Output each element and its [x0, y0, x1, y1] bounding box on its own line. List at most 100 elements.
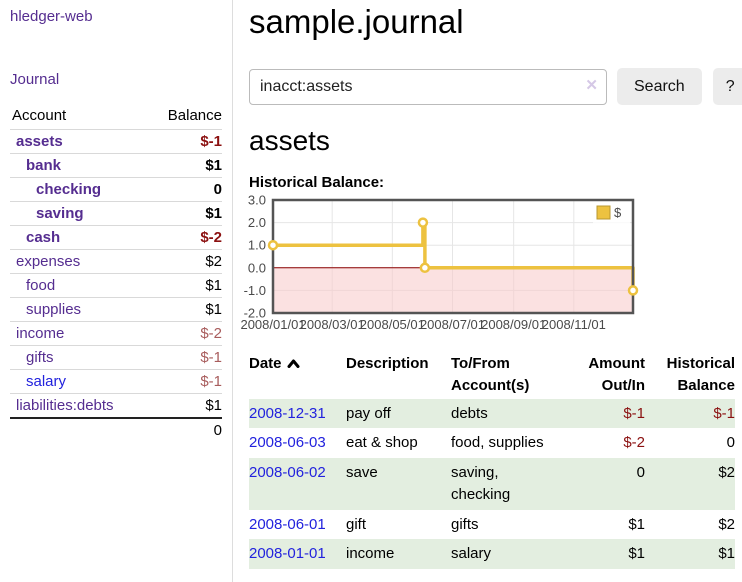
page-title: sample.journal: [249, 3, 464, 40]
transaction-accounts: saving, checking: [451, 464, 511, 503]
transaction-balance: $2: [718, 464, 735, 481]
account-name-cell: checking: [10, 177, 148, 202]
main-content: sample.journal ✕ Search ? assets Histori…: [233, 0, 742, 582]
transaction-row: 2008-06-03 eat & shop food, supplies $-2 0: [249, 428, 735, 458]
sidebar-account-link-expenses[interactable]: expenses: [16, 253, 81, 270]
sort-ascending-icon: [287, 359, 300, 368]
transaction-date-cell: 2008-06-03: [249, 428, 346, 458]
register-table: Date Description To/From Account(s) Amou…: [249, 351, 735, 569]
account-balance: $2: [147, 249, 222, 274]
svg-text:2008/07/01: 2008/07/01: [420, 317, 485, 332]
register-header-balance: Historical Balance: [666, 355, 735, 394]
sidebar-account-link-gifts[interactable]: gifts: [26, 349, 54, 366]
sidebar-account-link-salary[interactable]: salary: [26, 373, 67, 390]
account-row: bank $1: [10, 153, 222, 178]
transaction-balance: 0: [726, 434, 735, 452]
transaction-accounts: food, supplies: [451, 434, 544, 452]
account-row: checking 0: [10, 177, 222, 202]
transaction-description: income: [346, 545, 395, 563]
account-row: supplies $1: [10, 297, 222, 322]
transaction-description: pay off: [346, 404, 391, 422]
account-row: expenses $2: [10, 249, 222, 274]
sidebar-account-link-income[interactable]: income: [16, 325, 65, 342]
account-row: assets $-1: [10, 129, 222, 154]
transaction-amount: $-2: [623, 434, 645, 452]
svg-text:3.0: 3.0: [248, 193, 266, 208]
transaction-date-link[interactable]: 2008-01-01: [249, 545, 326, 563]
search-button[interactable]: Search: [617, 68, 702, 105]
search-form: ✕ Search ?: [249, 68, 742, 105]
account-name-cell: bank: [10, 153, 148, 178]
account-name-cell: gifts: [10, 345, 148, 370]
account-name-cell: food: [10, 273, 148, 298]
transaction-row: 2008-06-02 save saving, checking 0 $2: [249, 458, 735, 510]
transaction-date-cell: 2008-01-01: [249, 539, 346, 569]
sidebar-account-link-cash[interactable]: cash: [26, 229, 61, 246]
accounts-total-balance: 0: [147, 417, 222, 442]
account-name-cell: cash: [10, 225, 148, 250]
accounts-header-balance: Balance: [167, 107, 222, 124]
sidebar-item-journal[interactable]: Journal: [10, 71, 60, 88]
transaction-amount: $-1: [623, 404, 645, 422]
svg-text:-1.0: -1.0: [244, 283, 266, 298]
account-balance: $-1: [147, 369, 222, 394]
register-header-accounts: To/From Account(s): [451, 355, 530, 394]
accounts-total-row: 0: [10, 417, 222, 442]
sidebar-account-link-saving[interactable]: saving: [36, 205, 84, 222]
sidebar: hledger-web Journal Account Balance asse…: [0, 0, 233, 582]
sidebar-account-link-bank[interactable]: bank: [26, 157, 62, 174]
sidebar-account-link-checking[interactable]: checking: [36, 181, 102, 198]
account-balance: $-1: [147, 345, 222, 370]
transaction-accounts: gifts: [451, 515, 479, 533]
transaction-date-cell: 2008-12-31: [249, 399, 346, 429]
transaction-date-link[interactable]: 2008-06-01: [249, 515, 326, 533]
search-input[interactable]: [249, 68, 607, 105]
account-row: cash $-2: [10, 225, 222, 250]
account-balance: $-2: [147, 225, 222, 250]
register-header-amount: Amount Out/In: [588, 355, 645, 394]
svg-text:1.0: 1.0: [248, 238, 266, 253]
transaction-date-cell: 2008-06-02: [249, 458, 346, 510]
clear-search-icon[interactable]: ✕: [585, 76, 598, 94]
account-name-cell: supplies: [10, 297, 148, 322]
account-row: saving $1: [10, 201, 222, 226]
transaction-description: save: [346, 464, 378, 481]
transaction-balance: $-1: [713, 404, 735, 422]
app-title-link[interactable]: hledger-web: [10, 8, 93, 25]
sidebar-account-link-liabilities-debts[interactable]: liabilities:debts: [16, 397, 114, 414]
transaction-row: 2008-01-01 income salary $1 $1: [249, 539, 735, 569]
transaction-amount: $1: [628, 545, 645, 563]
svg-text:2008/05/01: 2008/05/01: [360, 317, 425, 332]
transaction-date-link[interactable]: 2008-06-03: [249, 434, 326, 452]
transaction-balance: $2: [718, 515, 735, 533]
chart-title: Historical Balance:: [249, 174, 385, 191]
svg-text:0.0: 0.0: [248, 260, 266, 275]
account-name-cell: liabilities:debts: [10, 393, 148, 418]
register-header-date[interactable]: Date: [249, 351, 346, 399]
account-balance: $1: [147, 153, 222, 178]
transaction-amount: $1: [628, 515, 645, 533]
account-balance: $1: [147, 393, 222, 418]
sidebar-account-link-food[interactable]: food: [26, 277, 56, 294]
transaction-date-link[interactable]: 2008-12-31: [249, 404, 326, 422]
transaction-date-link[interactable]: 2008-06-02: [249, 464, 326, 481]
svg-text:2008/09/01: 2008/09/01: [481, 317, 546, 332]
transaction-accounts: salary: [451, 545, 492, 563]
sidebar-account-link-assets[interactable]: assets: [16, 133, 63, 150]
account-row: food $1: [10, 273, 222, 298]
accounts-table-header-row: Account Balance: [10, 105, 222, 130]
accounts-total-spacer: [10, 417, 148, 442]
account-balance: $1: [147, 273, 222, 298]
register-header-row: Date Description To/From Account(s) Amou…: [249, 351, 735, 399]
search-input-wrap: ✕: [249, 68, 607, 105]
transaction-description: gift: [346, 515, 367, 533]
accounts-table: Account Balance assets $-1 bank $1 checking 0…: [10, 105, 222, 442]
account-balance: $-2: [147, 321, 222, 346]
help-button[interactable]: ?: [712, 68, 742, 105]
transaction-row: 2008-12-31 pay off debts $-1 $-1: [249, 398, 735, 429]
account-heading: assets: [249, 125, 330, 156]
transaction-description: eat & shop: [346, 434, 418, 452]
sidebar-account-link-supplies[interactable]: supplies: [26, 301, 82, 318]
svg-text:2008/11/01: 2008/11/01: [542, 317, 606, 332]
svg-text:-2.0: -2.0: [244, 306, 266, 321]
